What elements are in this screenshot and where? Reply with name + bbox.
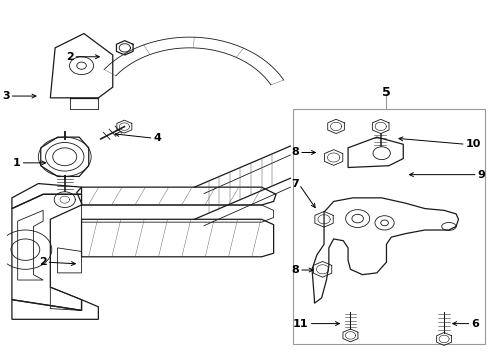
Text: 10: 10 [465, 139, 480, 149]
Text: 7: 7 [291, 179, 299, 189]
Text: 2: 2 [65, 52, 73, 62]
Text: 5: 5 [381, 86, 390, 99]
Text: 9: 9 [477, 170, 485, 180]
Text: 11: 11 [293, 319, 308, 329]
Text: 4: 4 [153, 133, 161, 143]
Text: 6: 6 [470, 319, 478, 329]
Text: 1: 1 [13, 158, 20, 168]
Text: 8: 8 [291, 265, 299, 275]
Text: 3: 3 [2, 91, 9, 101]
Bar [292, 109, 484, 344]
Text: 8: 8 [291, 148, 299, 157]
Text: 2: 2 [39, 257, 46, 267]
